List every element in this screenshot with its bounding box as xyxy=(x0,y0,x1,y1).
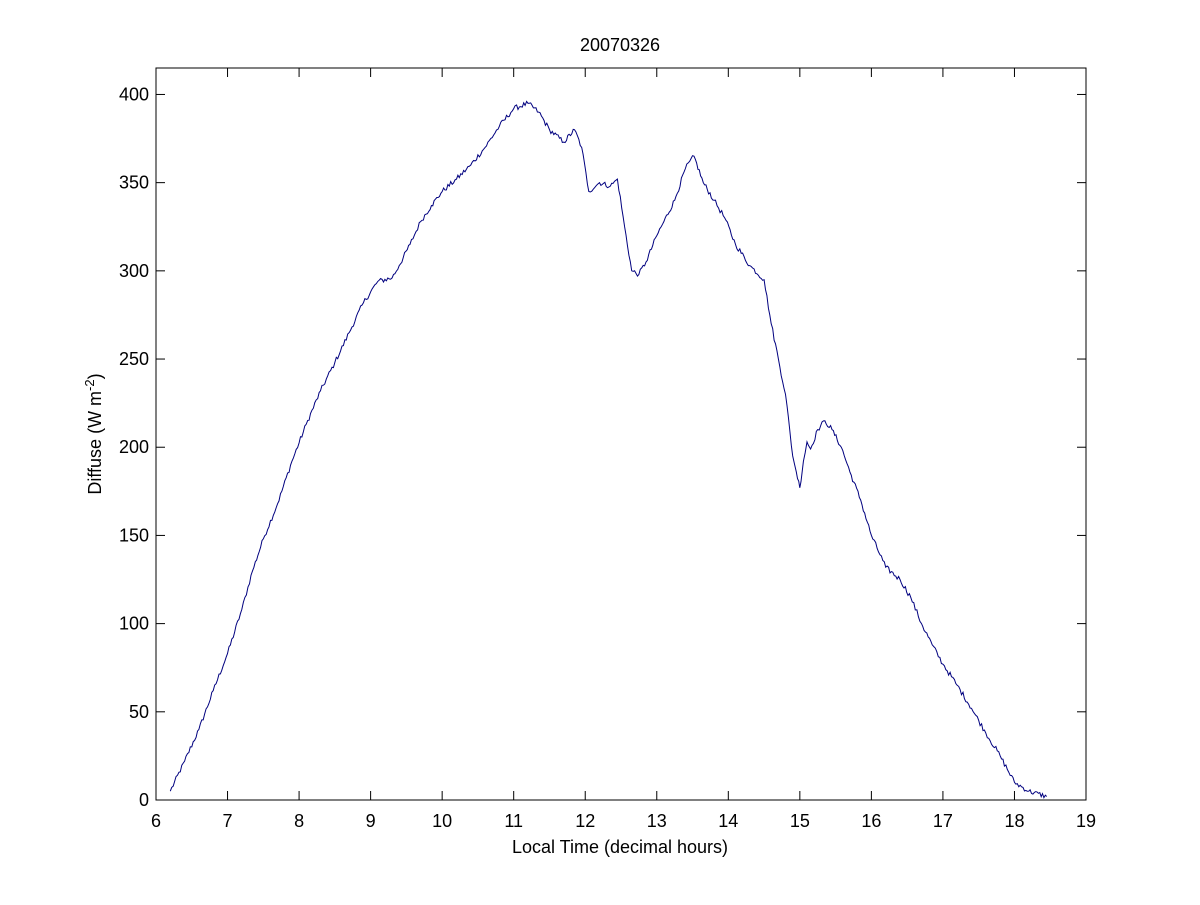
y-axis-label: Diffuse (W m-2) xyxy=(82,373,105,494)
x-tick-label: 10 xyxy=(432,811,452,831)
y-tick-label: 50 xyxy=(129,702,149,722)
x-tick-label: 14 xyxy=(718,811,738,831)
x-tick-label: 18 xyxy=(1004,811,1024,831)
x-axis: 6 7 8 9 10 11 12 13 14 15 16 17 18 19 xyxy=(151,68,1096,831)
x-tick-label: 11 xyxy=(504,811,523,831)
plot-area-frame xyxy=(155,67,1087,801)
y-tick-label: 150 xyxy=(119,525,149,545)
y-tick-label: 0 xyxy=(139,790,149,810)
y-axis-label-close: ) xyxy=(85,373,105,379)
y-tick-label: 250 xyxy=(119,349,149,369)
y-axis-label-main: Diffuse (W m xyxy=(85,391,105,495)
y-axis-label-superscript: -2 xyxy=(82,379,97,391)
y-tick-label: 100 xyxy=(119,614,149,634)
x-tick-label: 6 xyxy=(151,811,161,831)
y-tick-label: 350 xyxy=(119,173,149,193)
x-tick-label: 9 xyxy=(366,811,376,831)
series-line-diffuse xyxy=(169,100,1048,799)
y-axis: 0 50 100 150 200 250 300 350 400 xyxy=(119,84,1086,810)
y-tick-label: 400 xyxy=(119,84,149,104)
x-tick-label: 17 xyxy=(933,811,953,831)
x-tick-label: 13 xyxy=(647,811,667,831)
y-tick-label: 200 xyxy=(119,437,149,457)
chart-title: 20070326 xyxy=(580,35,660,55)
y-tick-label: 300 xyxy=(119,261,149,281)
x-tick-label: 8 xyxy=(294,811,304,831)
x-tick-label: 7 xyxy=(223,811,233,831)
x-tick-label: 15 xyxy=(790,811,810,831)
x-tick-label: 16 xyxy=(861,811,881,831)
x-axis-label: Local Time (decimal hours) xyxy=(512,837,728,857)
x-tick-label: 12 xyxy=(575,811,595,831)
x-tick-label: 19 xyxy=(1076,811,1096,831)
